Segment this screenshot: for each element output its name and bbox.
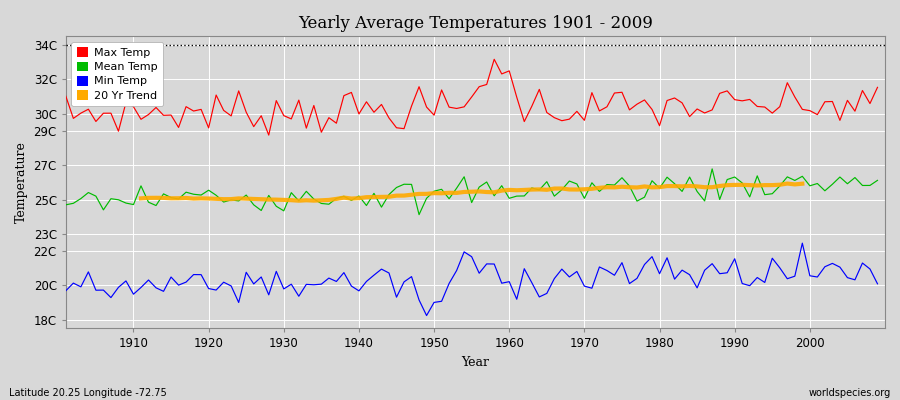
X-axis label: Year: Year: [462, 356, 490, 369]
Text: worldspecies.org: worldspecies.org: [809, 388, 891, 398]
Text: Latitude 20.25 Longitude -72.75: Latitude 20.25 Longitude -72.75: [9, 388, 166, 398]
Legend: Max Temp, Mean Temp, Min Temp, 20 Yr Trend: Max Temp, Mean Temp, Min Temp, 20 Yr Tre…: [71, 42, 163, 106]
Title: Yearly Average Temperatures 1901 - 2009: Yearly Average Temperatures 1901 - 2009: [298, 15, 652, 32]
Y-axis label: Temperature: Temperature: [15, 142, 28, 223]
